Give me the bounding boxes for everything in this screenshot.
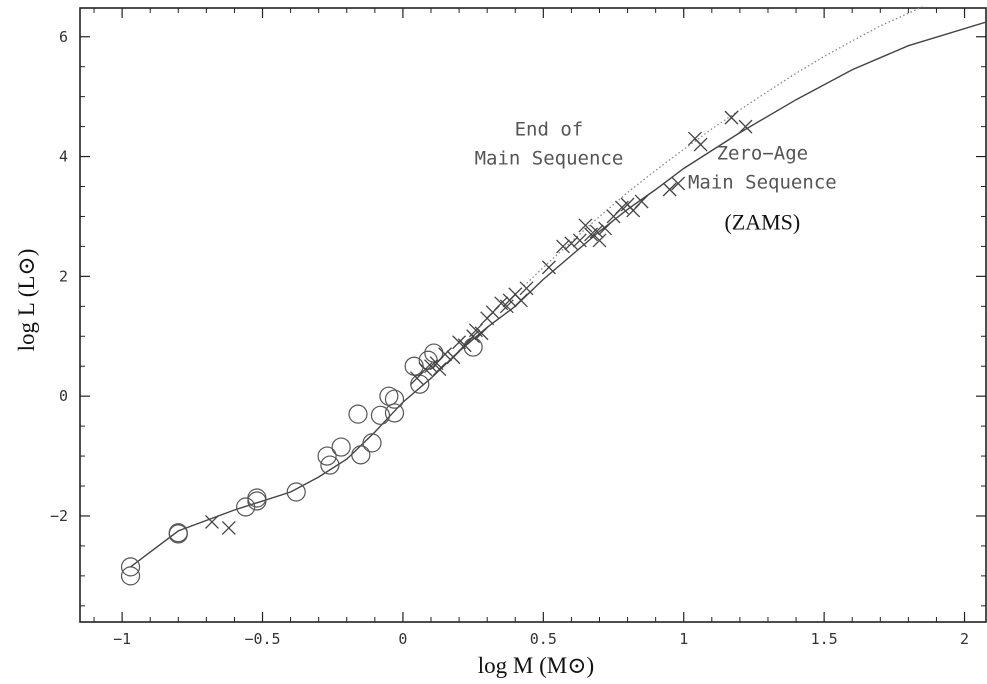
- cross-stroke: [452, 335, 467, 350]
- cross-stroke: [541, 260, 556, 275]
- cross-stroke: [438, 347, 453, 362]
- cross-stroke: [205, 515, 219, 529]
- cross-marker: [205, 515, 219, 529]
- cross-marker: [564, 236, 579, 251]
- cross-marker: [589, 224, 604, 239]
- y-axis-label: log L (L⊙): [14, 249, 39, 352]
- circle-marker: [286, 482, 306, 502]
- circle-marker: [348, 404, 368, 424]
- cross-stroke: [432, 362, 447, 377]
- y-tick-label: 4: [59, 148, 68, 166]
- markers-layer: [120, 110, 753, 586]
- cross-marker: [662, 182, 677, 197]
- cross-marker: [578, 218, 593, 233]
- plot-frame: [79, 7, 987, 623]
- x-axis-label: log M (M⊙): [478, 653, 594, 678]
- end-of-main-sequence-label: Main Sequence: [475, 148, 624, 170]
- cross-marker: [693, 137, 708, 152]
- cross-stroke: [634, 194, 649, 209]
- cross-marker: [519, 281, 534, 296]
- annotations-layer: End of Main Sequence Zero−Age Main Sequence…: [475, 119, 837, 235]
- x-tick-label: 1: [679, 630, 688, 648]
- circle-marker: [384, 403, 405, 423]
- cross-marker: [513, 293, 528, 308]
- circle-marker: [404, 356, 424, 376]
- circle-marker: [120, 557, 141, 577]
- circle-marker: [362, 433, 382, 453]
- circle-marker: [168, 523, 188, 543]
- circle-marker: [370, 405, 391, 425]
- zams-label: Main Sequence: [688, 172, 837, 194]
- y-tick-label: −2: [50, 507, 68, 525]
- end-of-main-sequence-label: End of: [515, 119, 584, 141]
- x-tick-label: 0.5: [530, 630, 557, 648]
- x-tick-label: 2: [960, 630, 969, 648]
- cross-stroke: [446, 350, 461, 365]
- lines-layer: [130, 6, 987, 568]
- zams-label: Zero−Age: [717, 143, 809, 165]
- y-tick-label: 6: [59, 28, 68, 46]
- y-tick-label: 2: [59, 267, 68, 285]
- cross-stroke: [513, 293, 528, 308]
- y-tick-label: 0: [59, 387, 68, 405]
- cross-marker: [634, 194, 649, 209]
- circle-marker: [247, 491, 267, 511]
- ticks-layer: −1 −0.5 0 0.5 1 1.5 2 −2 0 2 4 6: [50, 8, 986, 648]
- cross-marker: [446, 350, 461, 365]
- circle-marker: [384, 389, 405, 409]
- cross-marker: [438, 347, 453, 362]
- cross-marker: [556, 239, 570, 254]
- zams-line: [130, 21, 987, 568]
- cross-stroke: [474, 326, 489, 341]
- x-tick-label: −0.5: [244, 630, 280, 648]
- cross-marker: [432, 362, 447, 377]
- circle-marker: [410, 374, 430, 394]
- cross-marker: [221, 520, 236, 535]
- cross-stroke: [662, 182, 677, 197]
- cross-stroke: [693, 137, 708, 152]
- circle-marker: [120, 566, 141, 586]
- cross-stroke: [221, 520, 236, 535]
- cross-marker: [592, 233, 607, 248]
- cross-stroke: [556, 239, 570, 254]
- zams-abbrev-label: (ZAMS): [724, 210, 800, 235]
- cross-stroke: [519, 281, 534, 296]
- circle-marker: [317, 446, 337, 466]
- cross-stroke: [598, 221, 613, 236]
- cross-stroke: [578, 218, 593, 233]
- circle-marker: [168, 524, 188, 544]
- cross-stroke: [589, 224, 604, 239]
- circle-marker: [351, 445, 371, 465]
- cross-marker: [572, 233, 587, 248]
- cross-marker: [541, 260, 556, 275]
- cross-marker: [598, 221, 613, 236]
- circle-marker: [424, 343, 444, 363]
- end-main-sequence-line: [514, 6, 923, 295]
- x-tick-label: 0: [398, 630, 407, 648]
- cross-stroke: [592, 233, 607, 248]
- cross-stroke: [738, 119, 753, 134]
- x-tick-label: −1: [113, 630, 131, 648]
- cross-stroke: [494, 296, 509, 311]
- cross-marker: [671, 176, 686, 191]
- cross-stroke: [564, 236, 579, 251]
- cross-stroke: [572, 233, 587, 248]
- cross-stroke: [724, 110, 739, 125]
- cross-stroke: [468, 323, 483, 338]
- x-tick-label: 1.5: [811, 630, 838, 648]
- cross-marker: [474, 326, 489, 341]
- cross-marker: [738, 119, 753, 134]
- plot-border: [79, 7, 987, 623]
- cross-marker: [724, 110, 739, 125]
- circle-marker: [320, 455, 340, 475]
- circle-marker: [331, 437, 351, 457]
- cross-stroke: [671, 176, 686, 191]
